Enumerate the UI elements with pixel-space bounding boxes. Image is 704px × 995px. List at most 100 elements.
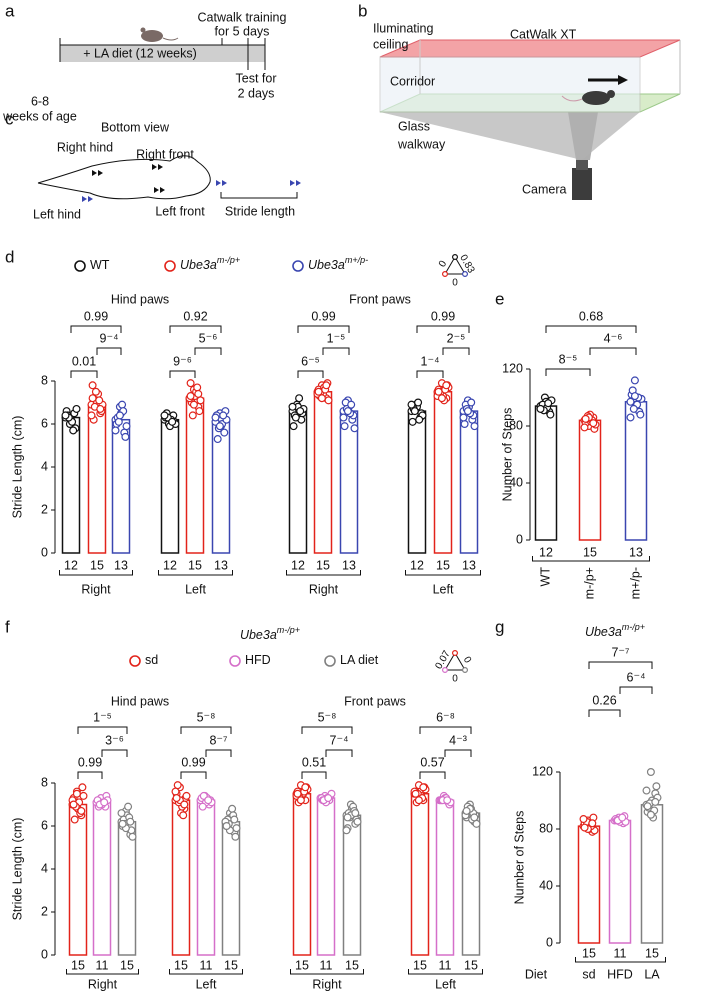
p-value: 0.99 — [311, 309, 335, 323]
panel-letter: b — [358, 1, 367, 20]
data-point — [295, 394, 304, 403]
y-tick-label: 6 — [41, 416, 48, 430]
triangle-p: 0.07 — [433, 649, 452, 672]
significance-bracket — [545, 368, 591, 376]
data-point — [544, 399, 553, 408]
p-value: 6⁻⁴ — [627, 670, 646, 684]
p-value: 4⁻³ — [449, 733, 467, 747]
n-label: 12 — [539, 545, 553, 559]
bar — [435, 799, 455, 956]
n-label: 13 — [462, 558, 476, 572]
n-label: 13 — [629, 545, 643, 559]
paw-prints — [92, 164, 165, 193]
data-point — [630, 392, 639, 401]
title-gene: Ube3a — [240, 628, 277, 642]
p-value: 5⁻⁶ — [199, 331, 218, 345]
paw-prints — [82, 180, 301, 202]
paw-label: Right hind — [57, 140, 113, 154]
group-title: Hind paws — [111, 694, 169, 708]
n-label: 15 — [295, 958, 309, 972]
significance-bracket — [169, 370, 196, 378]
x-tick-label: m-/p+ — [582, 567, 596, 599]
title-genotype: m-/p+ — [277, 625, 300, 635]
data-point — [124, 802, 133, 811]
p-value: 9⁻⁴ — [100, 331, 119, 345]
data-point — [296, 796, 305, 805]
triangle-p: 0 — [461, 655, 474, 666]
panel-letter: e — [495, 289, 504, 308]
data-point — [230, 815, 239, 824]
data-point — [220, 428, 229, 437]
n-label: 12 — [410, 558, 424, 572]
significance-bracket — [70, 370, 98, 378]
bar — [410, 793, 430, 956]
y-tick-label: 80 — [539, 821, 553, 835]
n-bracket — [286, 570, 361, 576]
bar — [92, 801, 112, 956]
bar — [196, 799, 216, 956]
data-point — [222, 821, 231, 830]
x-tick-label: HFD — [607, 967, 633, 981]
bar — [459, 410, 479, 554]
bar — [640, 804, 664, 944]
age-label: 6-8 — [31, 94, 49, 108]
p-value: 9⁻⁶ — [173, 354, 192, 368]
data-point — [198, 802, 207, 811]
legend-marker — [324, 655, 336, 667]
data-point — [122, 422, 131, 431]
data-point — [111, 426, 120, 435]
data-point — [121, 432, 130, 441]
legend-label: Ube3am+/p- — [308, 255, 368, 272]
p-value: 0.92 — [183, 309, 207, 323]
significance-bracket — [180, 771, 207, 779]
n-label: 15 — [645, 946, 659, 960]
n-label: 15 — [464, 958, 478, 972]
n-label: 15 — [174, 958, 188, 972]
y-axis-title: Number of Steps — [500, 408, 514, 502]
n-bracket — [158, 570, 233, 576]
bar — [313, 391, 333, 554]
legend-name: WT — [90, 258, 110, 272]
data-point — [630, 376, 639, 385]
corridor-label: Corridor — [390, 74, 435, 88]
p-value: 0.26 — [592, 693, 616, 707]
diet-bar — [60, 45, 265, 62]
p-value: 0.68 — [579, 309, 603, 323]
p-value: 8⁻⁷ — [209, 733, 228, 747]
significance-bracket — [301, 726, 353, 734]
bar — [433, 391, 453, 554]
data-point — [340, 422, 349, 431]
n-label: 13 — [214, 558, 228, 572]
p-value: 7⁻⁴ — [330, 733, 349, 747]
legend-label: WT — [90, 258, 110, 272]
data-point — [77, 806, 86, 815]
legend-name: Ube3a — [308, 258, 345, 272]
n-label: 15 — [345, 958, 359, 972]
data-point — [410, 407, 419, 416]
y-tick-label: 4 — [41, 459, 48, 473]
data-point — [351, 809, 360, 818]
data-point — [228, 804, 237, 813]
panel-letter: c — [5, 109, 14, 128]
n-bracket — [169, 969, 243, 975]
data-point — [186, 392, 195, 401]
data-point — [91, 387, 100, 396]
n-bracket — [532, 556, 650, 562]
data-point — [61, 411, 70, 420]
significance-bracket — [194, 347, 222, 355]
triangle-p: 0.83 — [457, 253, 476, 276]
significance-bracket — [419, 726, 472, 734]
n-label: 15 — [224, 958, 238, 972]
y-tick-label: 8 — [41, 775, 48, 789]
bar — [316, 797, 336, 956]
p-value: 0.51 — [302, 755, 326, 769]
bar — [68, 803, 88, 956]
y-tick-label: 0 — [41, 947, 48, 961]
data-point — [232, 824, 241, 833]
bar — [407, 410, 427, 554]
legend-label: Ube3am-/p+ — [180, 255, 240, 272]
significance-bracket — [205, 749, 232, 757]
data-point — [115, 411, 124, 420]
p-value: 4⁻⁶ — [604, 331, 623, 345]
significance-bracket — [619, 686, 653, 694]
